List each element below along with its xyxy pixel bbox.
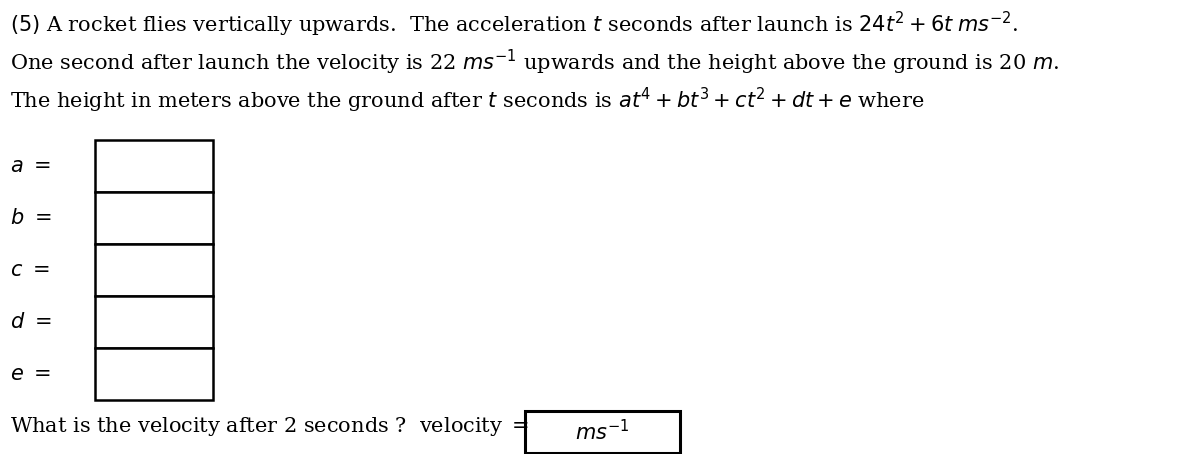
Bar [95, 140, 214, 192]
Bar [95, 296, 214, 348]
Text: $\mathit{e}\ =$: $\mathit{e}\ =$ [10, 365, 52, 384]
Text: $\mathit{d}\ =$: $\mathit{d}\ =$ [10, 312, 52, 332]
Text: One second after launch the velocity is 22 $\mathit{ms}^{-1}$ upwards and the he: One second after launch the velocity is … [10, 48, 1060, 77]
Bar [526, 411, 680, 453]
Text: The height in meters above the ground after $t$ seconds is $\mathit{at}^4 + \mat: The height in meters above the ground af… [10, 86, 924, 115]
Bar [95, 348, 214, 400]
Text: $(5)$ A rocket flies vertically upwards.  The acceleration $t$ seconds after lau: $(5)$ A rocket flies vertically upwards.… [10, 10, 1019, 39]
Text: $\mathit{a}\ =$: $\mathit{a}\ =$ [10, 157, 52, 176]
Text: $\mathit{c}\ =$: $\mathit{c}\ =$ [10, 261, 49, 280]
Text: $\mathit{b}\ =$: $\mathit{b}\ =$ [10, 208, 52, 228]
Bar [95, 244, 214, 296]
Text: What is the velocity after 2 seconds ?  velocity $=$: What is the velocity after 2 seconds ? v… [10, 415, 529, 438]
Text: $\mathit{ms}^{-1}$: $\mathit{ms}^{-1}$ [575, 419, 630, 444]
Bar [95, 192, 214, 244]
